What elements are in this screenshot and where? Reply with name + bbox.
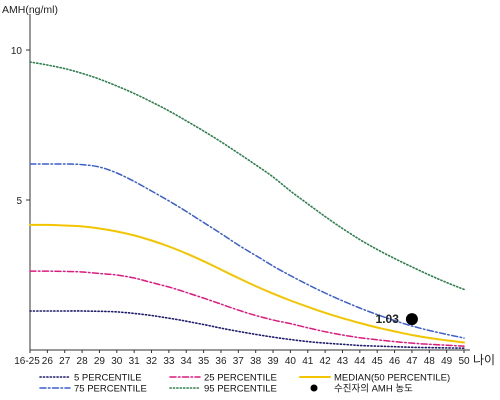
x-tick-label: 29 — [94, 356, 106, 367]
x-tick-label: 27 — [59, 356, 71, 367]
y-axis-title: AMH(ng/ml) — [2, 4, 58, 16]
legend-label: 95 PERCENTILE — [204, 384, 277, 395]
y-tick-label: 10 — [11, 46, 23, 57]
legend-item-median-50-percentile: MEDIAN(50 PERCENTILE) — [299, 373, 450, 384]
x-tick-label: 36 — [215, 356, 227, 367]
y-tick-label: 5 — [16, 196, 22, 207]
series-line-25-percentile — [29, 270, 465, 347]
x-tick-label: 35 — [198, 356, 210, 367]
x-tick-label: 37 — [233, 356, 245, 367]
series-line-95-percentile — [29, 61, 465, 291]
series-line-5-percentile — [29, 310, 465, 349]
x-tick-label: 43 — [337, 356, 349, 367]
x-axis-title: 나이 — [473, 353, 495, 367]
x-tick-label: 38 — [250, 356, 262, 367]
x-tick-label: 16-25 — [14, 356, 40, 367]
series-line-median-50-percentile — [29, 223, 465, 344]
y-axis-ticks: 5 10 — [11, 46, 30, 207]
legend-label: MEDIAN(50 PERCENTILE) — [334, 373, 450, 384]
legend-label: 5 PERCENTILE — [74, 373, 142, 384]
percentile-curves — [29, 61, 465, 349]
x-tick-label: 49 — [441, 356, 453, 367]
x-tick-label: 48 — [424, 356, 436, 367]
x-tick-label: 40 — [285, 356, 297, 367]
legend: 5 PERCENTILE 25 PERCENTILE MEDIAN(50 PERCE… — [39, 373, 450, 395]
x-tick-label: 26 — [42, 356, 54, 367]
legend-item-75-percentile: 75 PERCENTILE — [39, 384, 147, 395]
legend-label: 25 PERCENTILE — [204, 373, 277, 384]
x-tick-label: 34 — [181, 356, 193, 367]
x-axis-ticks: 16-25 26 27 28 29 30 31 32 33 34 35 36 37 38 39 40 41 42 4… — [14, 350, 470, 367]
examinee-point-group: 1.03 — [376, 312, 418, 326]
examinee-amh-value-label: 1.03 — [376, 312, 400, 326]
legend-label: 75 PERCENTILE — [74, 384, 147, 395]
x-tick-label: 45 — [372, 356, 384, 367]
x-tick-label: 32 — [146, 356, 158, 367]
x-tick-label: 28 — [77, 356, 89, 367]
x-tick-label: 46 — [389, 356, 401, 367]
x-tick-label: 42 — [320, 356, 332, 367]
series-line-75-percentile — [29, 163, 465, 339]
legend-swatch — [310, 384, 318, 392]
legend-item-95-percentile: 95 PERCENTILE — [169, 384, 277, 395]
examinee-amh-point — [405, 313, 418, 326]
x-tick-label: 39 — [267, 356, 279, 367]
x-tick-label: 50 — [458, 356, 470, 367]
legend-item-examinee-point: 수진자의 AMH 농도 — [310, 384, 413, 395]
legend-item-5-percentile: 5 PERCENTILE — [39, 373, 142, 384]
legend-item-25-percentile: 25 PERCENTILE — [169, 373, 277, 384]
x-tick-label: 33 — [163, 356, 175, 367]
x-tick-label: 41 — [302, 356, 314, 367]
x-tick-label: 47 — [406, 356, 418, 367]
legend-label: 수진자의 AMH 농도 — [334, 384, 413, 395]
x-tick-label: 44 — [354, 356, 366, 367]
x-tick-label: 30 — [111, 356, 123, 367]
x-tick-label: 31 — [129, 356, 141, 367]
